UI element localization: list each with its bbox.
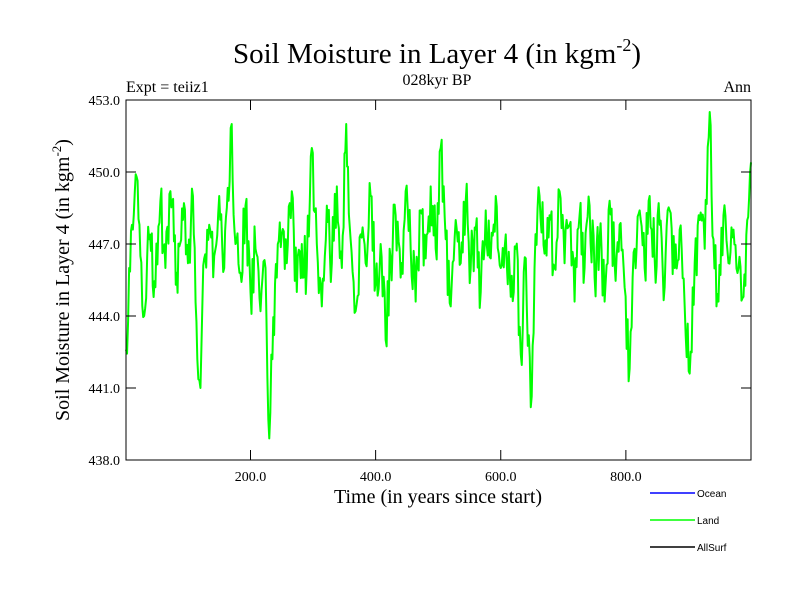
y-axis-label-main: Soil Moisture in Layer 4 (in kgm [52, 156, 74, 421]
chart-title-main: Soil Moisture in Layer 4 (in kgm [233, 38, 617, 70]
x-axis-label: Time (in years since start) [334, 486, 542, 508]
y-tick-label: 444.0 [89, 310, 121, 325]
chart-title-close: ) [631, 38, 641, 70]
plot-area: 200.0 400.0 600.0 800.0 438.0 441.0 444.0 447.… [89, 94, 752, 485]
y-tick-label: 438.0 [89, 454, 121, 469]
series-line-land [125, 111, 752, 440]
legend-label-allsurf: AllSurf [697, 543, 727, 554]
legend: Ocean Land AllSurf [650, 489, 727, 554]
y-tick-label: 450.0 [89, 166, 121, 181]
x-tick-label: 600.0 [485, 470, 517, 485]
chart-title: Soil Moisture in Layer 4 (in kgm-2) [233, 35, 641, 70]
x-tick-label: 400.0 [360, 470, 392, 485]
y-tick-label: 441.0 [89, 382, 121, 397]
y-axis-label-sup: -2 [49, 146, 64, 157]
y-tick-label: 453.0 [89, 94, 121, 109]
expt-label: Expt = teiiz1 [126, 79, 209, 96]
y-tick-label: 447.0 [89, 238, 121, 253]
legend-label-ocean: Ocean [697, 489, 726, 500]
chart-subtitle: 028kyr BP [403, 72, 472, 89]
legend-label-land: Land [697, 516, 719, 527]
x-tick-label: 800.0 [610, 470, 642, 485]
plot-frame [125, 99, 752, 461]
x-tick-label: 200.0 [235, 470, 267, 485]
y-axis-ticks: 438.0 441.0 444.0 447.0 450.0 453.0 [89, 94, 751, 469]
chart-title-sup: -2 [616, 35, 631, 55]
season-label: Ann [723, 79, 751, 96]
y-axis-label-close: ) [52, 139, 74, 146]
series-layer [125, 111, 752, 440]
x-axis-ticks: 200.0 400.0 600.0 800.0 [235, 100, 642, 485]
y-axis-label: Soil Moisture in Layer 4 (in kgm-2) [49, 139, 74, 421]
